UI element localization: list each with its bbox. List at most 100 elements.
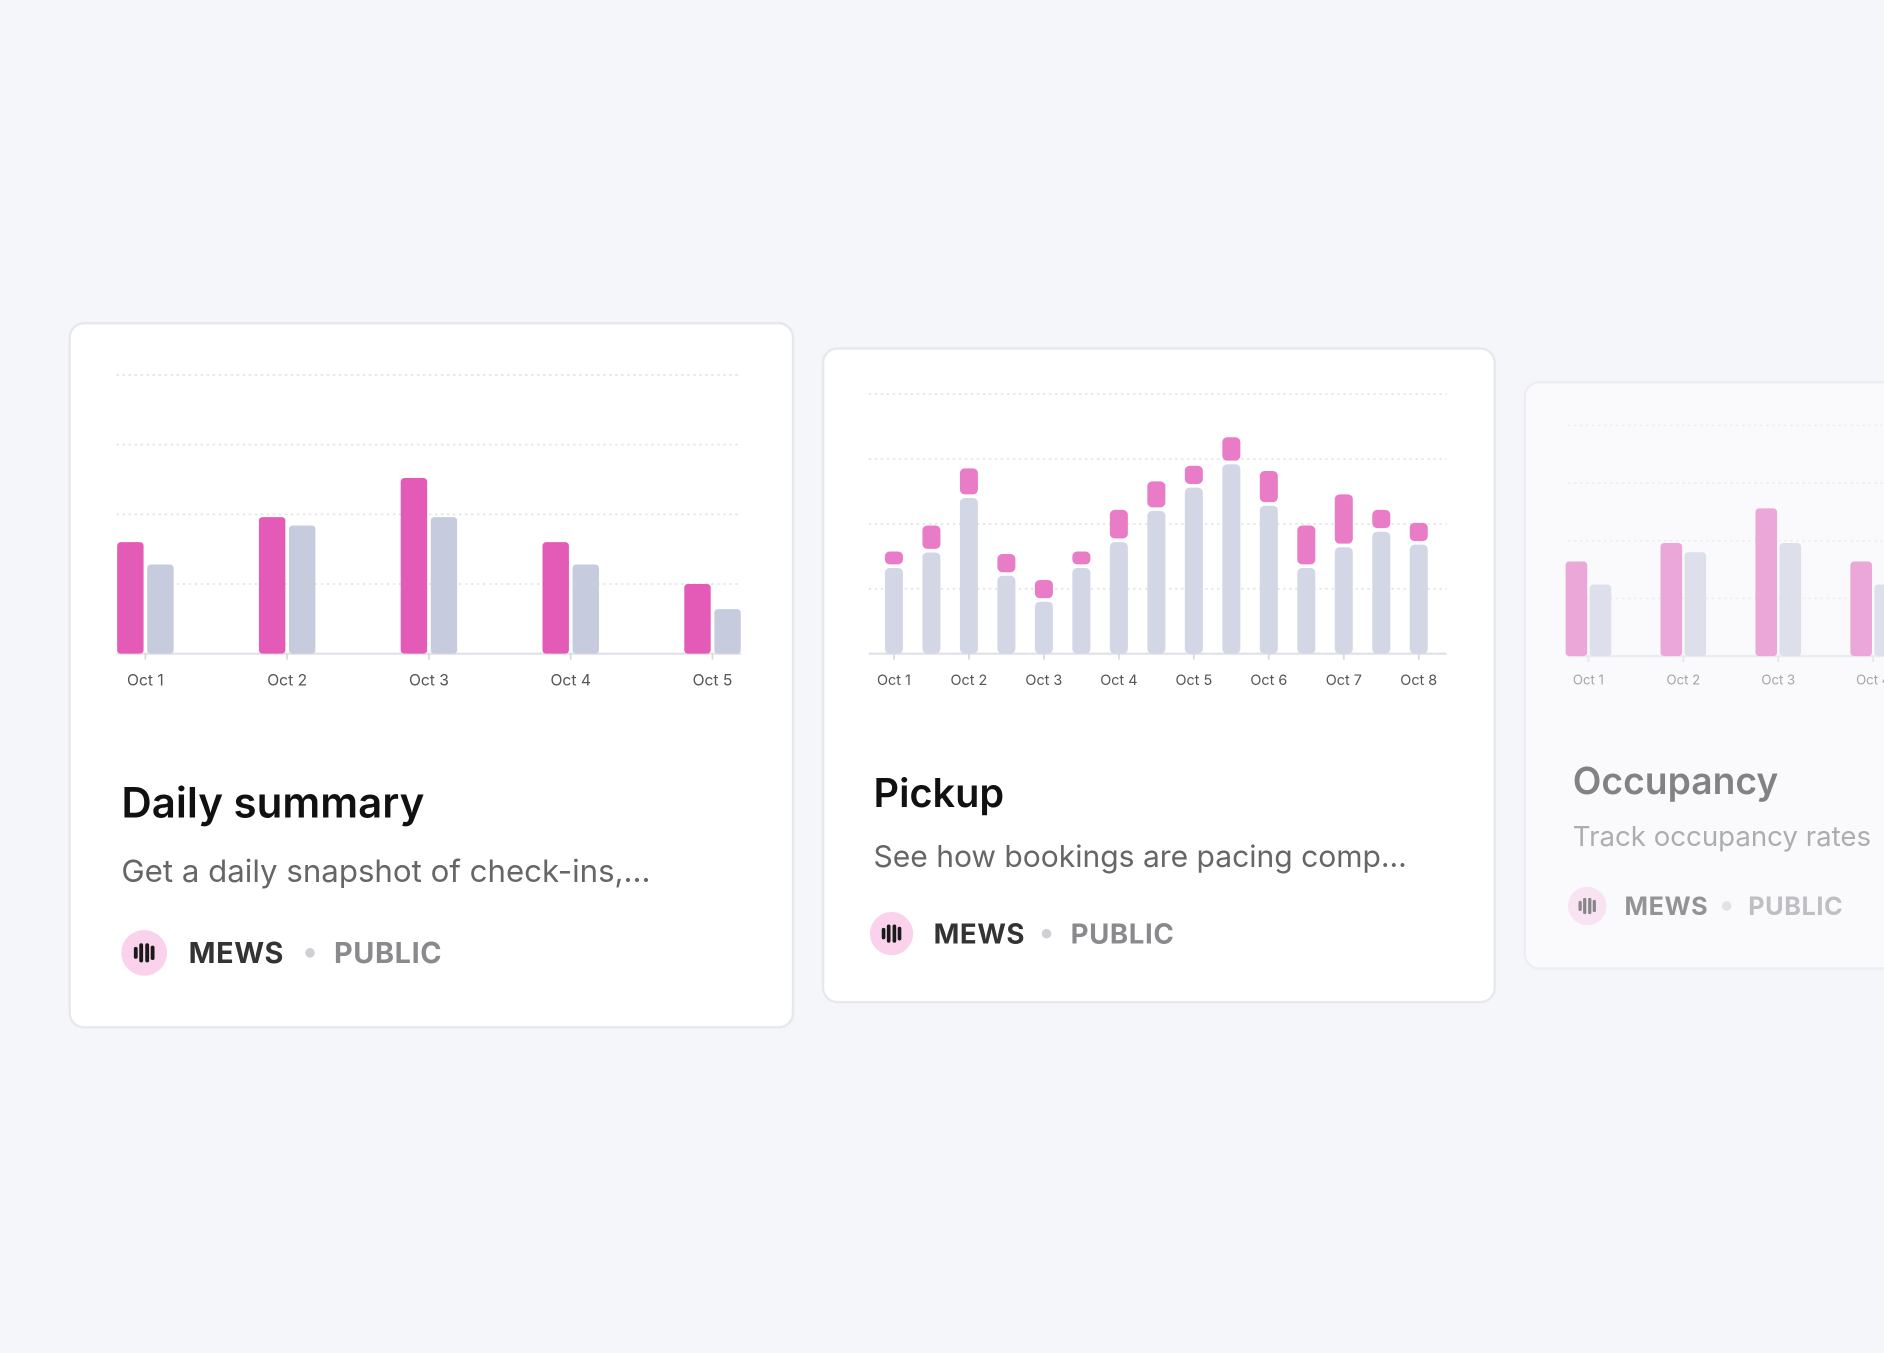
separator-dot <box>305 948 315 958</box>
bar <box>400 478 428 654</box>
bar-segment <box>1222 464 1241 654</box>
bar-segment <box>1109 542 1128 654</box>
card-title: Occupancy <box>1573 758 1779 803</box>
card-background <box>821 347 1496 1004</box>
bar-segment <box>1334 494 1353 544</box>
bar-segment <box>1259 505 1278 654</box>
x-tick-label: Oct 3 <box>1761 673 1795 689</box>
logo-stroke <box>133 946 138 959</box>
bar-segment <box>1297 568 1316 654</box>
logo-stroke <box>150 945 155 961</box>
x-tick-label: Oct 1 <box>1573 673 1604 689</box>
owner-name: MEWS <box>189 935 284 970</box>
bar <box>1755 508 1778 657</box>
bar-segment <box>1147 510 1166 654</box>
bar-segment <box>1297 525 1316 565</box>
card-background <box>68 322 795 1029</box>
card-description: Track occupancy rates <box>1573 819 1871 853</box>
bar <box>542 542 569 654</box>
bar-segment <box>959 468 978 495</box>
bar-segment <box>1072 551 1091 565</box>
logo-stroke <box>886 924 891 943</box>
x-tick-label: Oct 6 <box>1250 672 1287 689</box>
logo-stroke <box>1588 897 1592 915</box>
bar-segment <box>997 554 1016 573</box>
logo-stroke <box>897 926 902 941</box>
x-tick-label: Oct 4 <box>1856 673 1884 689</box>
bar-segment <box>1072 568 1091 654</box>
bar <box>1850 561 1872 657</box>
owner-name: MEWS <box>1624 892 1708 922</box>
bar-segment <box>1372 531 1391 654</box>
report-card: Oct 1 Oct 2 Oct 3 Oct 4 Occupancy Track occup… <box>1523 380 1884 970</box>
report-card: Oct 1 Oct 2 Oct 3 Oct 4 Oct 5 Daily summary Ge… <box>68 322 795 1029</box>
bar-segment <box>997 575 1016 654</box>
x-tick-label: Oct 3 <box>409 671 449 690</box>
bar <box>1589 584 1612 657</box>
owner-logo <box>1567 886 1607 926</box>
card-title: Pickup <box>874 769 1005 817</box>
bar-segment <box>1334 547 1353 654</box>
bar-segment <box>1184 465 1203 484</box>
bar <box>684 583 711 654</box>
owner-logo <box>869 912 914 956</box>
owner-logo <box>121 930 168 976</box>
bar-segment <box>884 551 903 565</box>
x-tick-label: Oct 4 <box>1100 672 1137 689</box>
logo-stroke <box>1592 899 1596 913</box>
x-tick-label: Oct 8 <box>1400 672 1437 689</box>
bar <box>1779 543 1802 657</box>
bar <box>147 564 174 654</box>
x-tick-label: Oct 1 <box>877 672 911 689</box>
separator-dot <box>1041 928 1052 939</box>
bar-segment <box>1034 601 1053 654</box>
bar-segment <box>1034 579 1053 599</box>
logo-stroke <box>1578 900 1582 912</box>
x-tick-label: Oct 5 <box>693 671 733 690</box>
bar-segment <box>1409 544 1428 654</box>
x-tick-label: Oct 2 <box>1666 673 1700 689</box>
x-tick-label: Oct 1 <box>127 671 164 690</box>
logo-stroke <box>145 943 150 963</box>
logo-stroke <box>1583 897 1587 915</box>
x-tick-label: Oct 2 <box>267 671 307 690</box>
bar <box>288 525 316 654</box>
card-title: Daily summary <box>121 777 424 828</box>
bar <box>1565 561 1588 657</box>
bar <box>572 564 599 654</box>
bar <box>714 609 741 654</box>
bar-segment <box>1109 509 1128 539</box>
x-tick-label: Oct 2 <box>951 672 988 689</box>
x-tick-label: Oct 3 <box>1025 672 1062 689</box>
bar-segment <box>1409 522 1428 542</box>
card-background <box>1523 380 1884 970</box>
report-card: Oct 1 Oct 2 Oct 3 Oct 4 Oct 5 Oct 6 Oct 7 Oct 8… <box>821 347 1496 1004</box>
logo-stroke <box>139 943 144 963</box>
bar-segment <box>1184 487 1203 654</box>
bar <box>117 542 144 654</box>
visibility: PUBLIC <box>334 935 442 970</box>
bar <box>258 517 286 654</box>
bar-segment <box>922 525 941 549</box>
bar <box>430 517 458 654</box>
bar-segment <box>1372 509 1391 529</box>
x-tick-label: Oct 5 <box>1175 672 1212 689</box>
visibility: PUBLIC <box>1748 892 1843 922</box>
logo-stroke <box>892 924 897 943</box>
separator-dot <box>1721 901 1732 911</box>
bar-segment <box>1222 437 1241 461</box>
bar-segment <box>922 552 941 654</box>
card-description: See how bookings are pacing comp... <box>874 839 1407 875</box>
bar-segment <box>1259 470 1278 503</box>
logo-stroke <box>881 927 886 940</box>
x-tick-label: Oct 7 <box>1326 672 1362 689</box>
card-description: Get a daily snapshot of check-ins,... <box>121 852 650 890</box>
bar <box>1874 584 1884 657</box>
bar <box>1660 543 1683 657</box>
bar-segment <box>1147 481 1166 508</box>
bar-segment <box>959 497 978 654</box>
bar-segment <box>884 568 903 654</box>
owner-name: MEWS <box>934 916 1026 950</box>
